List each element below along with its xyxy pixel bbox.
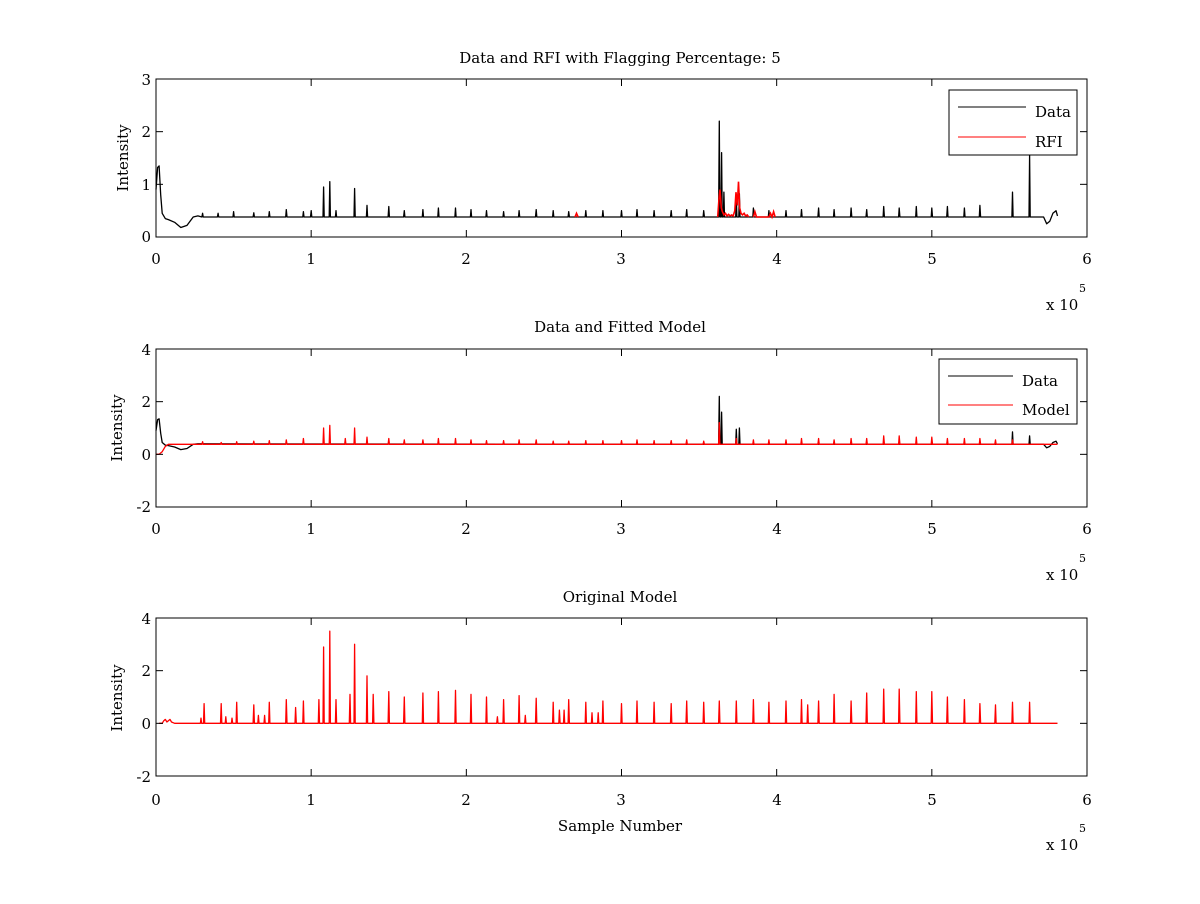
y-tick-label: 0 <box>141 446 151 464</box>
panel-1-title: Data and RFI with Flagging Percentage: 5 <box>459 49 781 67</box>
legend-box <box>948 89 1078 156</box>
panel-3-x-exponent: x 10 5 <box>1046 822 1086 854</box>
x-tick-label: 5 <box>927 791 937 809</box>
panel-2-legend: Data Model <box>938 358 1078 425</box>
x-tick-label: 2 <box>461 250 471 268</box>
panel-2-axes-box <box>155 348 1088 508</box>
panel-2-title: Data and Fitted Model <box>534 318 706 336</box>
panel-2-x-tick-labels: 0 1 2 3 4 5 6 <box>151 520 1092 538</box>
panel-2-ylabel: Intensity <box>108 394 126 462</box>
panel-3-xlabel: Sample Number <box>558 817 683 835</box>
legend-label-model: Model <box>1022 401 1070 419</box>
x-exponent-power: 5 <box>1079 282 1086 295</box>
panel-3-axes-box <box>155 617 1088 777</box>
x-tick-label: 4 <box>772 791 782 809</box>
panel-2-plot-area <box>156 349 1087 507</box>
x-tick-label: 0 <box>151 250 161 268</box>
panel-3-x-tick-labels: 0 1 2 3 4 5 6 <box>151 791 1092 809</box>
y-tick-label: -2 <box>136 498 151 516</box>
x-tick-label: 1 <box>306 520 316 538</box>
x-exponent-power: 5 <box>1079 822 1086 835</box>
x-exponent-power: 5 <box>1079 552 1086 565</box>
y-tick-label: 4 <box>141 610 151 628</box>
panel-1-legend: Data RFI <box>948 89 1078 156</box>
y-tick-label: 2 <box>141 123 151 141</box>
x-tick-label: 1 <box>306 250 316 268</box>
series-line-rfi <box>574 211 579 218</box>
x-tick-label: 5 <box>927 520 937 538</box>
y-tick-label: 0 <box>141 228 151 246</box>
panel-2-series <box>155 395 1059 455</box>
legend-label-data: Data <box>1035 103 1071 121</box>
x-exponent-base: x 10 <box>1046 836 1078 854</box>
y-tick-label: 4 <box>141 341 151 359</box>
series-line-data <box>155 120 1059 229</box>
y-tick-label: 2 <box>141 662 151 680</box>
y-tick-label: 3 <box>141 71 151 89</box>
x-tick-label: 3 <box>616 520 626 538</box>
panel-3-series <box>159 630 1058 724</box>
x-tick-label: 6 <box>1082 520 1092 538</box>
panel-3-ylabel: Intensity <box>108 664 126 732</box>
panel-1-axes-box <box>155 78 1088 238</box>
y-tick-label: 2 <box>141 393 151 411</box>
legend-label-rfi: RFI <box>1035 133 1063 151</box>
legend-label-data: Data <box>1022 372 1058 390</box>
x-tick-label: 5 <box>927 250 937 268</box>
x-tick-label: 0 <box>151 520 161 538</box>
x-tick-label: 0 <box>151 791 161 809</box>
panel-1-x-exponent: x 10 5 <box>1046 282 1086 314</box>
y-tick-label: 1 <box>141 176 151 194</box>
x-exponent-base: x 10 <box>1046 566 1078 584</box>
panel-3-y-tick-labels: -2 0 2 4 <box>136 610 151 786</box>
panel-2-y-tick-labels: -2 0 2 4 <box>136 341 151 516</box>
x-tick-label: 3 <box>616 791 626 809</box>
panel-1-y-tick-labels: 0 1 2 3 <box>141 71 151 246</box>
panel-3-title: Original Model <box>563 588 678 606</box>
panel-3: Original Model Intensity 0 1 2 3 4 5 6 -… <box>108 588 1092 854</box>
series-line-rfi <box>752 208 776 220</box>
series-line-series-0 <box>159 630 1058 724</box>
panel-1-x-tick-labels: 0 1 2 3 4 5 6 <box>151 250 1092 268</box>
panel-1-series <box>155 120 1059 229</box>
panel-2-x-exponent: x 10 5 <box>1046 552 1086 584</box>
x-tick-label: 6 <box>1082 250 1092 268</box>
x-tick-label: 4 <box>772 250 782 268</box>
panel-1: Data and RFI with Flagging Percentage: 5… <box>114 49 1092 314</box>
series-line-rfi <box>716 181 750 218</box>
panel-1-ylabel: Intensity <box>114 124 132 192</box>
x-tick-label: 6 <box>1082 791 1092 809</box>
x-tick-label: 1 <box>306 791 316 809</box>
x-tick-label: 3 <box>616 250 626 268</box>
x-exponent-base: x 10 <box>1046 296 1078 314</box>
x-tick-label: 2 <box>461 520 471 538</box>
x-tick-label: 2 <box>461 791 471 809</box>
y-tick-label: -2 <box>136 768 151 786</box>
panel-2: Data and Fitted Model Intensity 0 1 2 3 … <box>108 318 1092 584</box>
y-tick-label: 0 <box>141 715 151 733</box>
series-line-model <box>156 422 1058 455</box>
x-tick-label: 4 <box>772 520 782 538</box>
legend-box <box>938 358 1078 425</box>
